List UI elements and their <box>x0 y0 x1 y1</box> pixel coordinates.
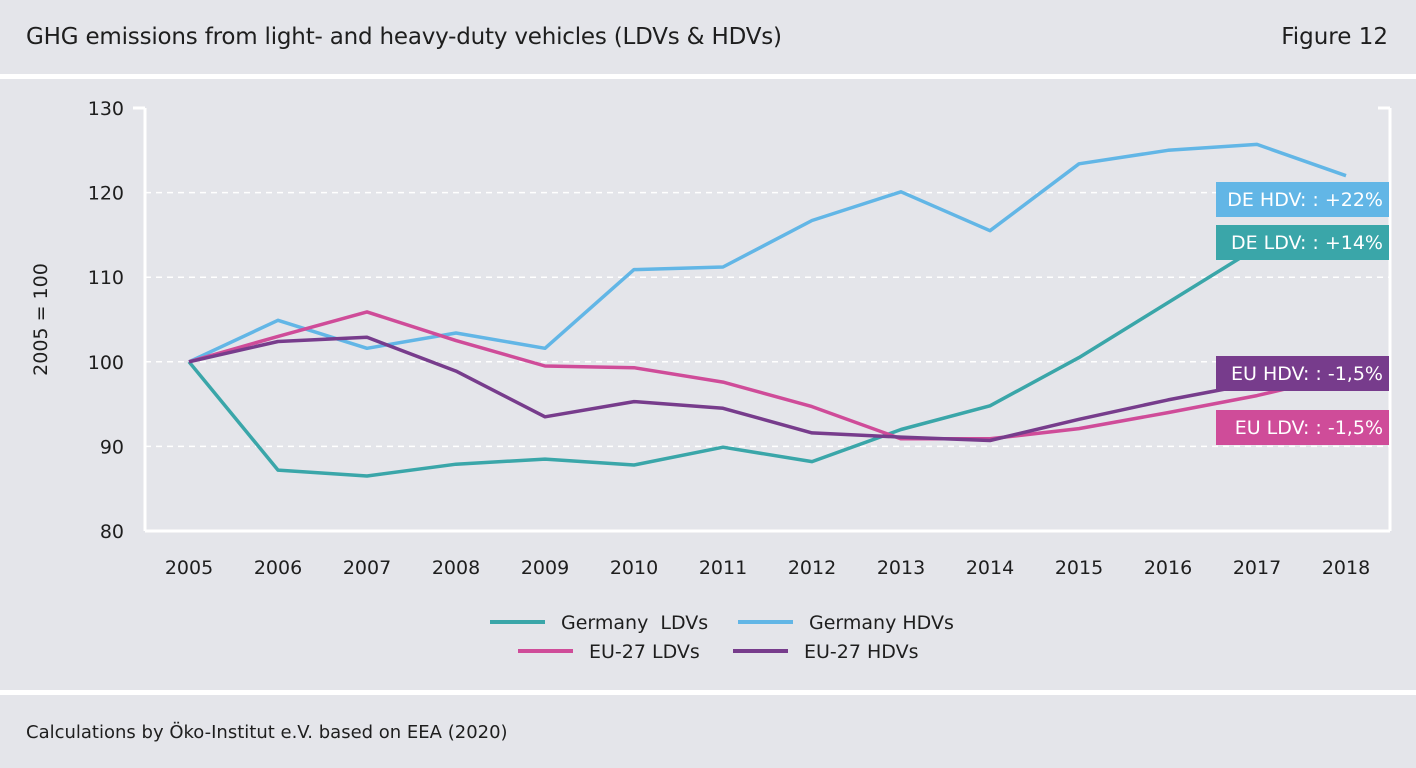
series-badge-3 <box>1216 356 1389 391</box>
header-divider <box>0 74 1416 79</box>
x-tick-label: 2011 <box>699 557 747 579</box>
x-tick-labels: 2005 2006 2007 2008 2009 2010 2011 2012 2013 2014… <box>165 557 1370 579</box>
series-line-3 <box>188 335 1347 443</box>
series-badge-1 <box>1216 182 1389 217</box>
series-line-0 <box>187 237 1347 478</box>
y-tick-label: 120 <box>88 183 124 205</box>
y-tick-label: 80 <box>100 521 124 543</box>
header: GHG emissions from light- and heavy-duty… <box>0 0 1416 76</box>
series-badge-label: EU LDV: : -1,5% <box>1235 417 1383 439</box>
x-tick-label: 2006 <box>254 557 302 579</box>
series-lines <box>187 142 1347 478</box>
source-note: Calculations by Öko-Institut e.V. based … <box>26 722 508 743</box>
x-tick-label: 2005 <box>165 557 213 579</box>
series-badge-2 <box>1216 410 1389 445</box>
y-tick-label: 130 <box>88 98 124 120</box>
x-tick-label: 2018 <box>1322 557 1370 579</box>
series-badge-label: DE LDV: : +14% <box>1231 232 1383 254</box>
footer-divider <box>0 690 1416 695</box>
legend-label: EU-27 LDVs <box>589 641 700 663</box>
y-tick-label: 110 <box>88 267 124 289</box>
x-tick-label: 2012 <box>788 557 836 579</box>
series-badge-label: EU HDV: : -1,5% <box>1231 363 1383 385</box>
legend: Germany LDVs Germany HDVs EU-27 LDVs EU-27 … <box>490 612 954 663</box>
figure-label: Figure 12 <box>1281 24 1388 50</box>
series-badge-label: DE HDV: : +22% <box>1227 189 1383 211</box>
x-tick-label: 2009 <box>521 557 569 579</box>
plot-area <box>145 108 1390 531</box>
series-badge-0 <box>1216 225 1389 260</box>
y-tick-label: 90 <box>100 436 124 458</box>
x-tick-label: 2008 <box>432 557 480 579</box>
chart-title: GHG emissions from light- and heavy-duty… <box>26 24 782 50</box>
x-tick-label: 2007 <box>343 557 391 579</box>
x-tick-label: 2016 <box>1144 557 1192 579</box>
x-tick-label: 2013 <box>877 557 925 579</box>
y-tick-label: 100 <box>88 352 124 374</box>
series-line-2 <box>188 310 1347 441</box>
y-tick-labels: 80 90 100 110 120 130 <box>88 98 124 543</box>
series-badges: DE LDV: : +14% DE HDV: : +22% EU LDV: : -1… <box>1216 182 1389 445</box>
x-tick-label: 2014 <box>966 557 1014 579</box>
grid-lines <box>145 108 1390 531</box>
y-axis-label: 2005 = 100 <box>30 263 52 376</box>
axes <box>133 106 1392 533</box>
x-tick-label: 2010 <box>610 557 658 579</box>
x-tick-label: 2015 <box>1055 557 1103 579</box>
x-tick-label: 2017 <box>1233 557 1281 579</box>
legend-label: Germany HDVs <box>809 612 954 634</box>
series-line-1 <box>188 142 1347 364</box>
legend-label: Germany LDVs <box>561 612 708 634</box>
legend-label: EU-27 HDVs <box>804 641 918 663</box>
line-chart: 80 90 100 110 120 130 2005 2006 2007 2008 2009 201… <box>30 98 1392 663</box>
